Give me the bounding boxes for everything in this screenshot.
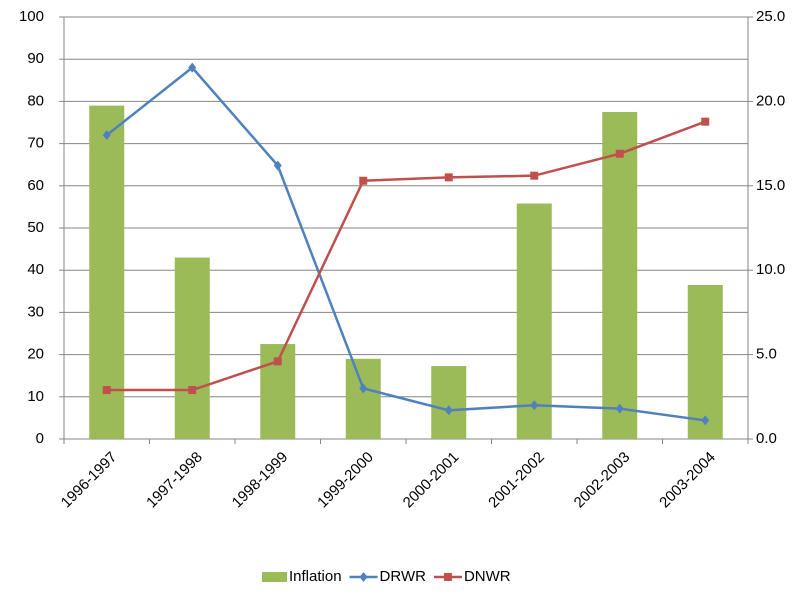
y2-tick-label: 15.0 bbox=[756, 177, 785, 194]
y-tick-label: 60 bbox=[27, 177, 44, 194]
y-tick-label: 70 bbox=[27, 135, 44, 152]
y-tick-label: 30 bbox=[27, 303, 44, 320]
bar bbox=[516, 203, 552, 439]
y2-tick-label: 25.0 bbox=[756, 8, 785, 25]
legend-swatch bbox=[262, 572, 287, 582]
marker bbox=[102, 386, 111, 395]
marker bbox=[444, 173, 453, 182]
marker bbox=[701, 415, 710, 426]
legend-label: Inflation bbox=[289, 568, 342, 585]
x-tick-label: 1999-2000 bbox=[314, 449, 377, 512]
marker bbox=[530, 171, 539, 180]
y2-tick-label: 20.0 bbox=[756, 92, 785, 109]
legend-marker bbox=[443, 573, 452, 581]
bar bbox=[89, 105, 125, 440]
marker bbox=[188, 386, 197, 395]
x-tick-label: 2000-2001 bbox=[400, 449, 463, 512]
line bbox=[105, 65, 706, 422]
y2-tick-label: 10.0 bbox=[756, 261, 785, 278]
line bbox=[106, 120, 706, 392]
x-tick-label: 2003-2004 bbox=[656, 449, 719, 512]
y-tick-label: 40 bbox=[27, 261, 44, 278]
marker bbox=[359, 176, 368, 185]
x-tick-label: 1996-1997 bbox=[58, 449, 121, 512]
bar bbox=[174, 257, 210, 439]
marker bbox=[444, 405, 453, 416]
x-tick-label: 2002-2003 bbox=[571, 449, 634, 512]
bar bbox=[345, 358, 381, 439]
x-tick-label: 1998-1999 bbox=[229, 449, 292, 512]
x-tick-label: 2001-2002 bbox=[485, 449, 548, 512]
y-tick-label: 80 bbox=[27, 92, 44, 109]
marker bbox=[615, 403, 624, 414]
marker bbox=[530, 400, 539, 411]
bar bbox=[687, 284, 723, 439]
y-tick-label: 100 bbox=[19, 8, 44, 25]
marker bbox=[701, 117, 710, 126]
bar bbox=[431, 365, 467, 439]
legend: Inflation DRWR DNWR bbox=[262, 568, 511, 585]
marker bbox=[102, 130, 111, 141]
y2-tick-label: 5.0 bbox=[756, 346, 777, 363]
marker bbox=[359, 383, 368, 394]
y-tick-label: 50 bbox=[27, 219, 44, 236]
x-tick-label: 1997-1998 bbox=[143, 449, 206, 512]
legend-label: DRWR bbox=[380, 568, 427, 585]
y-tick-label: 10 bbox=[27, 388, 44, 405]
y-tick-label: 20 bbox=[27, 346, 44, 363]
marker bbox=[188, 62, 197, 73]
marker bbox=[615, 149, 624, 158]
marker bbox=[273, 357, 282, 366]
y-tick-label: 90 bbox=[27, 50, 44, 67]
marker bbox=[273, 160, 282, 171]
y-tick-label: 0 bbox=[36, 430, 44, 447]
legend-label: DNWR bbox=[464, 568, 511, 585]
bar bbox=[602, 111, 638, 439]
y2-tick-label: 0.0 bbox=[756, 430, 777, 447]
legend-marker bbox=[359, 572, 368, 582]
